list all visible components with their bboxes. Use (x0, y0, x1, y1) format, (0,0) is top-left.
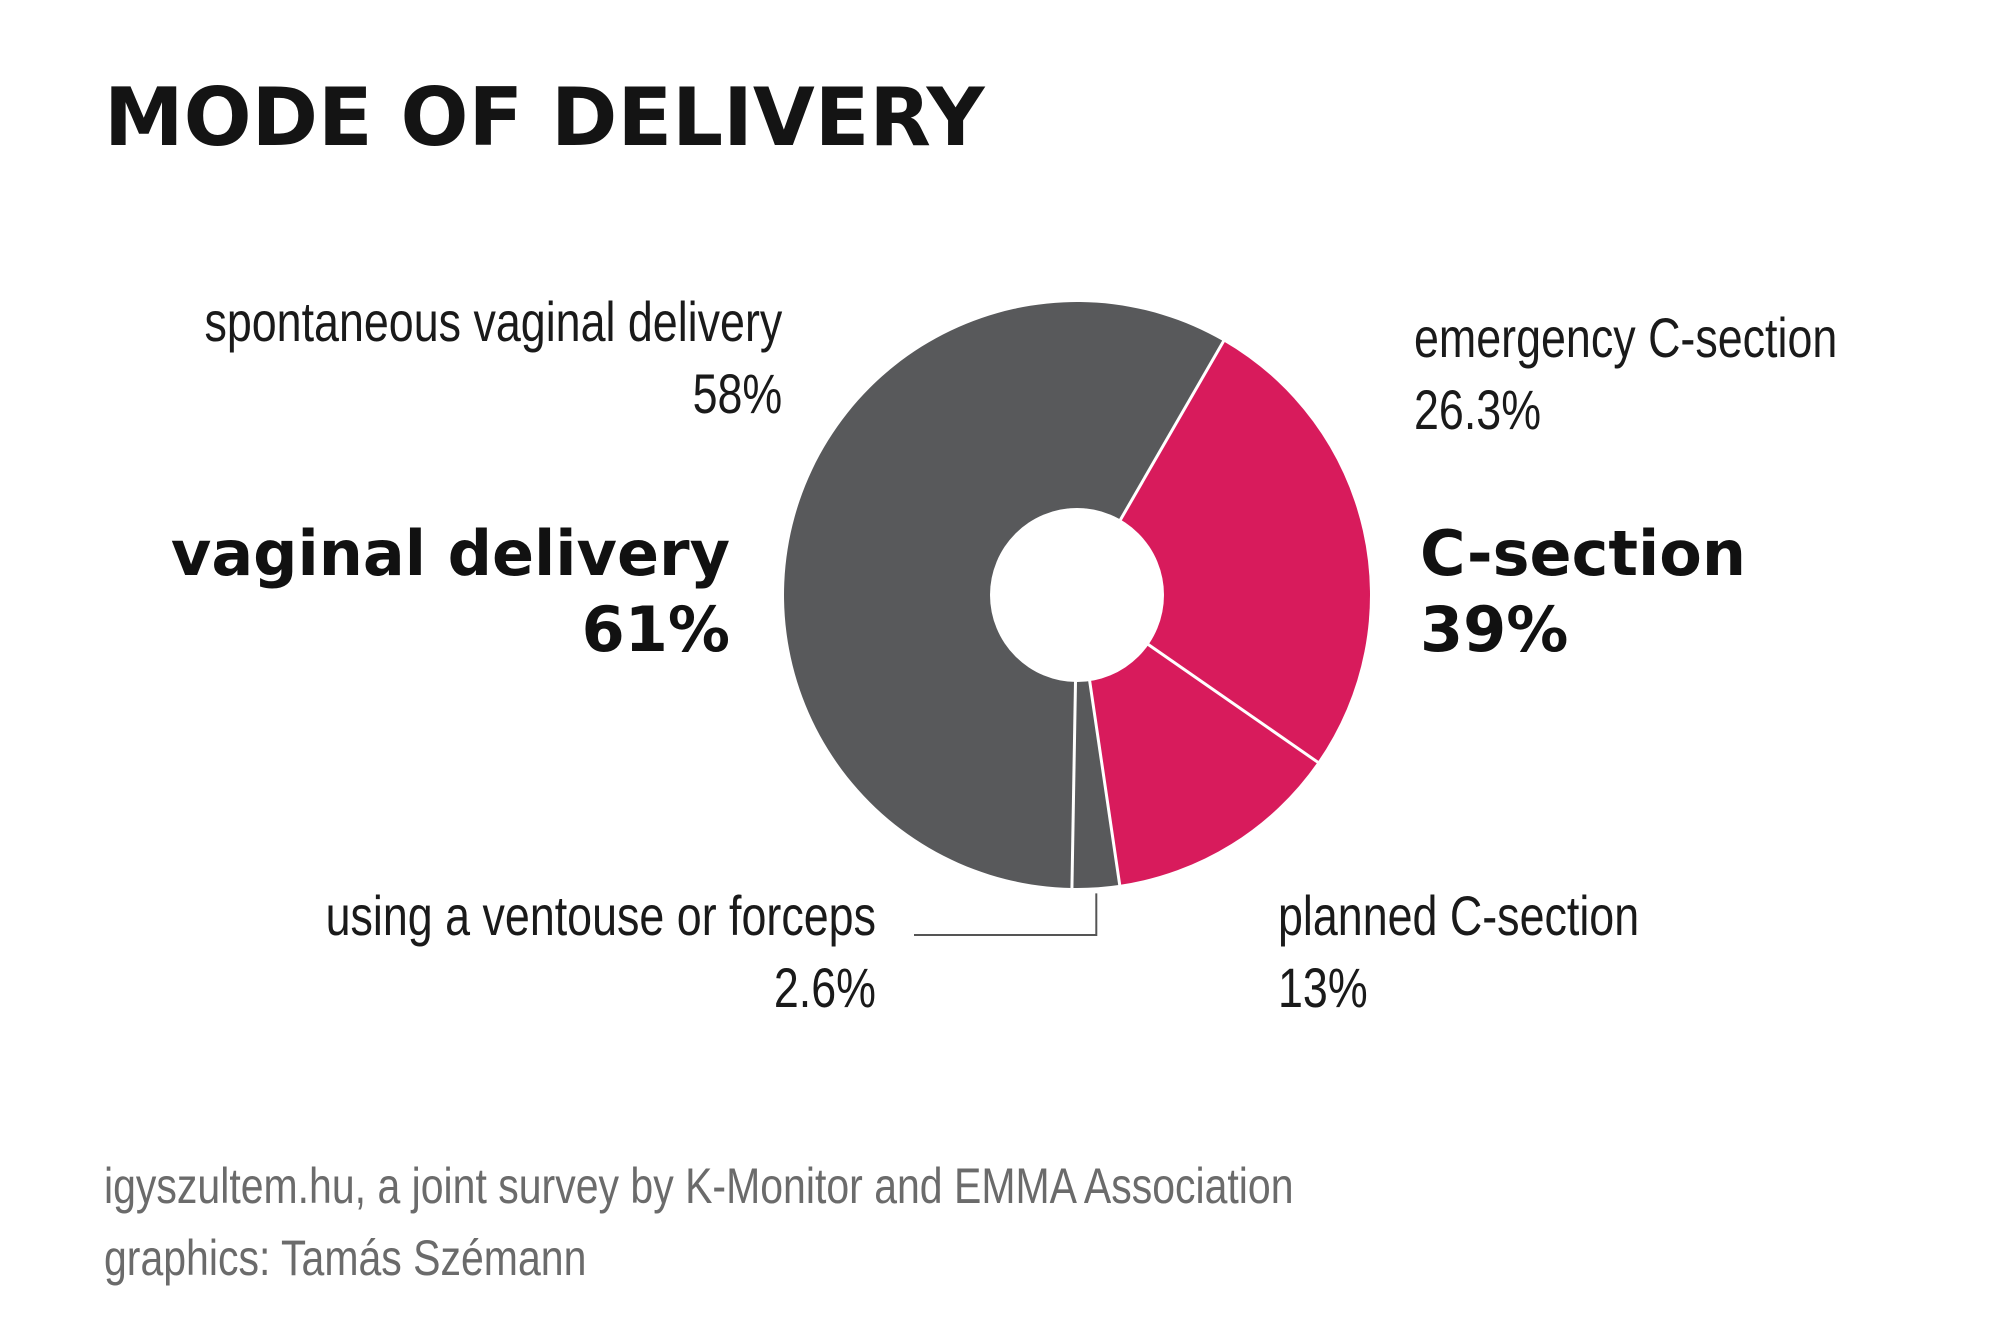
slice-separator (1087, 678, 1122, 887)
label-vaginal-group-name: vaginal delivery (170, 517, 730, 590)
label-spontaneous-name: spontaneous vaginal delivery (204, 290, 782, 353)
label-vaginal-delivery-group: vaginal delivery 61% (171, 516, 730, 668)
slice-emergency-c-section (1077, 341, 1371, 763)
label-csection-group-name: C-section (1420, 517, 1746, 590)
label-emergency-name: emergency C-section (1414, 306, 1838, 369)
label-ventouse-value: 2.6% (773, 956, 876, 1019)
label-vaginal-group-value: 61% (581, 593, 730, 666)
slice-planned-c-section (1077, 595, 1318, 885)
donut-hole (990, 508, 1164, 682)
ventouse-leader-line (914, 893, 1098, 936)
label-emergency-c-section: emergency C-section 26.3% (1414, 302, 1837, 446)
slice-separator (1145, 642, 1320, 764)
label-ventouse-name: using a ventouse or forceps (325, 884, 876, 947)
label-spontaneous-vaginal-delivery: spontaneous vaginal delivery 58% (204, 286, 782, 430)
label-planned-name: planned C-section (1278, 884, 1640, 947)
label-planned-c-section: planned C-section 13% (1278, 880, 1639, 1024)
label-csection-group-value: 39% (1420, 593, 1569, 666)
slice-separator (1070, 679, 1078, 889)
label-c-section-group: C-section 39% (1420, 516, 1746, 668)
label-spontaneous-value: 58% (692, 362, 782, 425)
chart-title: MODE OF DELIVERY (104, 71, 985, 164)
source-line-2: graphics: Tamás Szémann (104, 1230, 587, 1286)
label-planned-value: 13% (1278, 956, 1368, 1019)
label-emergency-value: 26.3% (1414, 378, 1542, 441)
source-line-1: igyszultem.hu, a joint survey by K-Monit… (104, 1158, 1294, 1214)
label-ventouse-or-forceps: using a ventouse or forceps 2.6% (326, 880, 876, 1024)
source-credits: igyszultem.hu, a joint survey by K-Monit… (104, 1150, 1294, 1294)
slice-separator (1118, 339, 1226, 523)
